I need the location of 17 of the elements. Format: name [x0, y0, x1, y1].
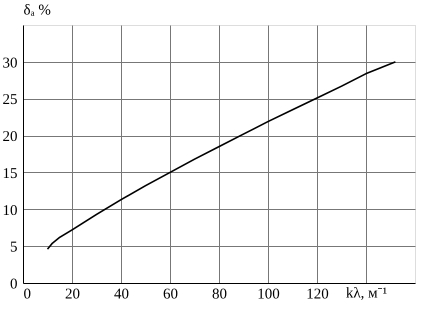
y-tick-label: 15 [2, 166, 18, 182]
x-tick-label: 80 [212, 286, 227, 302]
y-tick-label: 5 [10, 240, 18, 256]
y-tick-label: 30 [2, 55, 18, 72]
x-axis-title: kλ, м⁻¹ [346, 286, 388, 302]
line-series [46, 61, 396, 250]
x-tick-label: 20 [65, 286, 80, 302]
y-tick-label: 20 [2, 129, 18, 146]
y-tick-label: 0 [10, 276, 18, 292]
x-tick-label: 60 [163, 286, 178, 302]
x-tick-label: 100 [257, 286, 280, 302]
x-tick-label: 0 [24, 286, 31, 302]
x-tick-label: 120 [306, 286, 329, 302]
y-axis-title: δₐ % [24, 2, 51, 18]
x-tick-label: 40 [114, 286, 129, 302]
y-tick-label: 25 [2, 92, 18, 108]
y-tick-label: 10 [2, 202, 18, 219]
